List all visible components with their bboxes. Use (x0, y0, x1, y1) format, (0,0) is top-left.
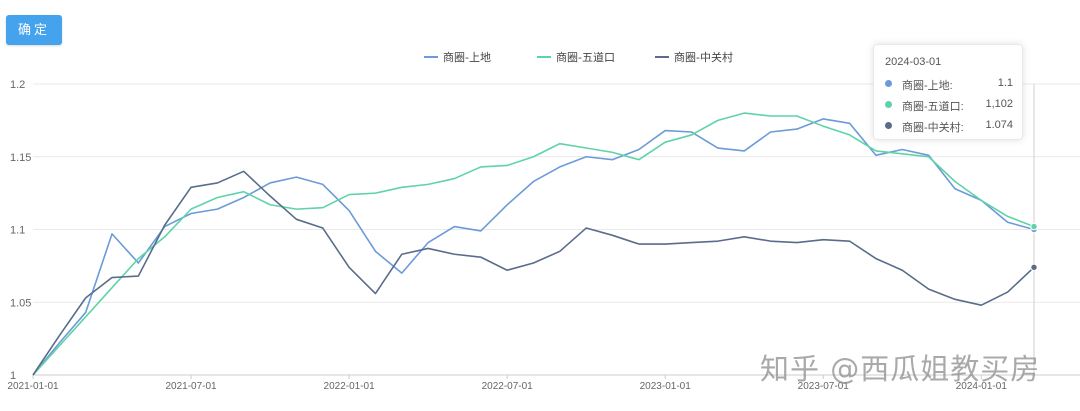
series-end-point (1030, 263, 1038, 272)
tooltip-row-shangdi: 商圈-上地: 1.1 (885, 76, 1013, 92)
chart-tooltip: 2024-03-01 商圈-上地: 1.1 商圈-五道口: 1,102 商圈-中… (873, 44, 1023, 140)
x-tick-label: 2022-01-01 (324, 381, 376, 392)
tooltip-series-value: 1,102 (985, 98, 1013, 110)
x-tick-label: 2023-01-01 (640, 381, 692, 392)
tooltip-series-value: 1.1 (997, 77, 1013, 89)
x-tick-label: 2022-07-01 (482, 381, 534, 392)
series-line (32, 170, 1035, 376)
tooltip-series-name: 商圈-五道口: (902, 101, 964, 113)
tooltip-series-name: 商圈-上地: (902, 80, 953, 92)
legend-label: 商圈-中关村 (674, 50, 733, 64)
tooltip-row-wudaokou: 商圈-五道口: 1,102 (885, 97, 1013, 113)
x-tick-label: 2021-01-01 (7, 381, 59, 392)
tooltip-date: 2024-03-01 (885, 56, 942, 68)
series-end-point (1030, 222, 1038, 231)
series-line (32, 118, 1035, 376)
x-tick-label: 2024-01-01 (956, 381, 1008, 392)
tooltip-row-zhongguancun: 商圈-中关村: 1.074 (885, 118, 1013, 134)
series-line (32, 112, 1035, 376)
y-tick-label: 1.05 (10, 297, 31, 309)
series-color-dot (885, 122, 892, 129)
y-tick-label: 1.2 (10, 79, 25, 91)
confirm-button[interactable]: 确定 (6, 15, 62, 45)
x-tick-label: 2023-07-01 (798, 381, 850, 392)
y-tick-label: 1.15 (10, 152, 31, 164)
x-tick-label: 2021-07-01 (165, 381, 217, 392)
tooltip-series-name: 商圈-中关村: (902, 122, 964, 134)
legend-label: 商圈-五道口 (556, 50, 615, 64)
tooltip-series-value: 1.074 (985, 119, 1013, 131)
series-color-dot (885, 80, 892, 87)
watermark: 知乎 @西瓜姐教买房 (760, 352, 1041, 386)
y-tick-label: 1.1 (10, 225, 25, 237)
legend-label: 商圈-上地 (443, 50, 491, 64)
y-tick-label: 1 (10, 370, 16, 382)
series-color-dot (885, 101, 892, 108)
